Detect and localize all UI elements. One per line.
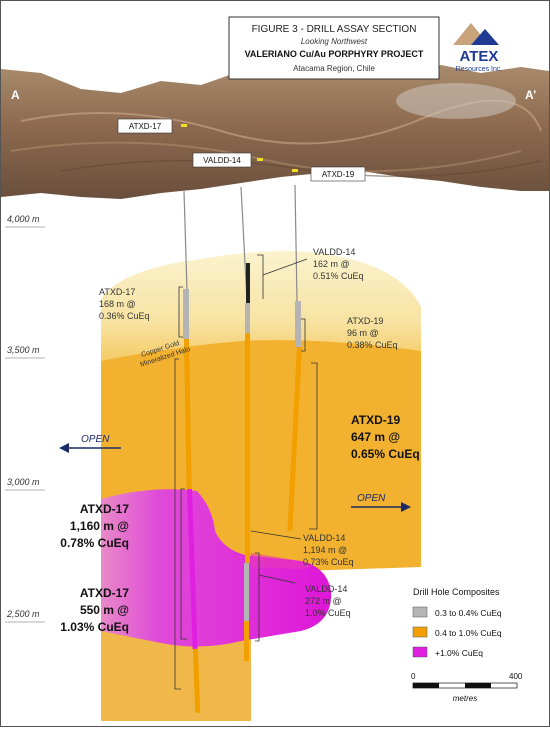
open-arrow-right: OPEN: [351, 493, 411, 512]
collar-marker: [292, 169, 298, 172]
section-end-label: A’: [525, 88, 536, 102]
composite-magenta: [187, 488, 198, 649]
intercept-result1: 168 m @: [99, 299, 136, 309]
composite-black-collar: [246, 263, 250, 303]
elevation-label: 3,500 m: [7, 345, 40, 355]
collar-label-box: [192, 152, 252, 168]
collar-label: ATXD-17: [129, 122, 162, 131]
intercept-brackets: [174, 254, 318, 690]
legend-label: +1.0% CuEq: [435, 648, 483, 658]
composite-orange: [244, 621, 249, 661]
arrowhead-left-icon: [59, 443, 69, 453]
legend-swatch-grey: [412, 606, 428, 618]
intercept-hole: VALDD-14: [313, 247, 355, 257]
collar-label-box: [310, 166, 366, 182]
intercept-result1: 647 m @: [351, 430, 400, 444]
composite-orange: [245, 333, 250, 563]
scale-max-label: 400: [509, 672, 523, 681]
intercept-result2: 0.65% CuEq: [351, 447, 420, 461]
magenta-zone: [101, 489, 332, 647]
figure-title: FIGURE 3 - DRILL ASSAY SECTION: [252, 24, 417, 35]
intercept-result1: 162 m @: [313, 259, 350, 269]
legend-swatch-orange: [412, 626, 428, 638]
legend-label: 0.3 to 0.4% CuEq: [435, 608, 502, 618]
section-start-label: A: [11, 88, 20, 102]
intercept-result2: 1.0% CuEq: [305, 608, 351, 618]
halo-zone: [101, 250, 421, 369]
logo-triangle-icon: [471, 29, 499, 45]
composite-orange: [193, 648, 201, 714]
scale-bar-segment: [413, 683, 439, 688]
scale-bar: 0 400 metres: [411, 672, 523, 703]
terrain-pale-patch: [396, 83, 516, 119]
collar-label: ATXD-19: [322, 170, 355, 179]
elevation-label: 4,000 m: [7, 214, 40, 224]
elevation-label: 2,500 m: [6, 609, 40, 619]
intercept-result2: 0.73% CuEq: [303, 557, 354, 567]
drill-trace-atxd-19: [294, 184, 298, 302]
intercept-hole: ATXD-17: [99, 287, 135, 297]
legend-title: Drill Hole Composites: [413, 587, 500, 597]
intercept-hole: ATXD-19: [347, 316, 383, 326]
scale-bar-segment: [465, 683, 491, 688]
header-box: [228, 16, 440, 80]
open-arrow-left: OPEN: [59, 434, 121, 453]
intercept-hole: ATXD-19: [351, 413, 400, 427]
intercept-result2: 0.38% CuEq: [347, 340, 398, 350]
intercept-result2: 0.51% CuEq: [313, 271, 364, 281]
open-label-left: OPEN: [81, 434, 110, 445]
magenta-halo-right: [251, 553, 310, 569]
intercept-hole: ATXD-17: [80, 502, 129, 516]
composite-grey: [244, 563, 249, 621]
intercept-result1: 272 m @: [305, 596, 342, 606]
intercept-result2: 1.03% CuEq: [60, 620, 129, 634]
scale-unit: metres: [453, 694, 477, 703]
legend-swatch-magenta: [412, 646, 428, 658]
intercept-result1: 1,160 m @: [70, 519, 129, 533]
intercept-result2: 0.78% CuEq: [60, 536, 129, 550]
intercept-result1: 96 m @: [347, 328, 379, 338]
drill-hole-valdd-14: [244, 263, 250, 661]
drill-hole-atxd-19: [287, 301, 302, 531]
terrain-ridge-texture: [60, 159, 542, 178]
drill-hole-atxd-17: [183, 289, 201, 714]
elevation-label: 3,000 m: [7, 477, 40, 487]
collar-marker: [257, 158, 263, 161]
logo-tagline: Resources Inc.: [456, 66, 503, 73]
legend: Drill Hole Composites 0.3 to 0.4% CuEq 0…: [412, 587, 502, 658]
collar-label-box: [117, 118, 173, 134]
composite-grey: [245, 303, 250, 333]
logo-name: ATEX: [460, 48, 499, 65]
composite-orange: [184, 338, 192, 490]
elevation-axis: 4,000 m 3,500 m 3,000 m 2,500 m: [5, 214, 45, 623]
composite-orange: [287, 346, 302, 531]
composite-grey: [295, 301, 301, 347]
region-text: Atacama Region, Chile: [293, 64, 375, 73]
legend-label: 0.4 to 1.0% CuEq: [435, 628, 502, 638]
intercept-result1: 1,194 m @: [303, 545, 347, 555]
arrowhead-right-icon: [401, 502, 411, 512]
intercept-result2: 0.36% CuEq: [99, 311, 150, 321]
project-title: VALERIANO Cu/Au PORPHYRY PROJECT: [245, 49, 424, 59]
drill-trace-atxd-17: [183, 190, 188, 292]
intercept-hole: VALDD-14: [303, 533, 345, 543]
composite-grey: [183, 289, 189, 339]
intercept-result1: 550 m @: [80, 603, 129, 617]
open-label-right: OPEN: [357, 493, 386, 504]
view-direction: Looking Northwest: [301, 37, 368, 46]
atex-logo: ATEX Resources Inc.: [453, 23, 502, 73]
intercept-hole: VALDD-14: [305, 584, 347, 594]
scale-min-label: 0: [411, 672, 416, 681]
intercept-hole: ATXD-17: [80, 586, 129, 600]
collar-marker: [181, 124, 187, 127]
collar-label: VALDD-14: [203, 156, 241, 165]
